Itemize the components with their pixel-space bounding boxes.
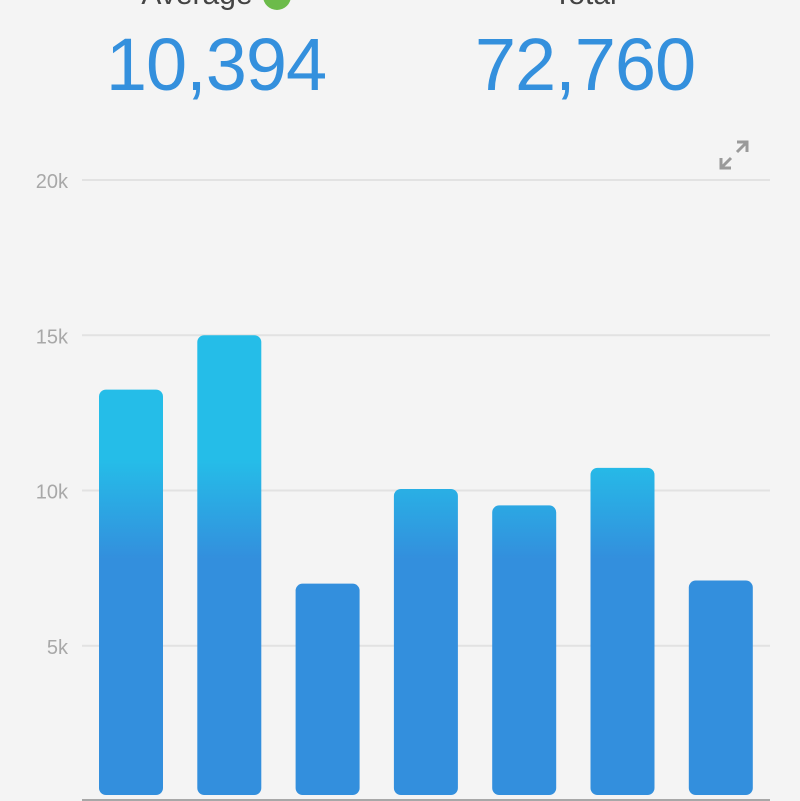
bar-6[interactable]: [590, 467, 655, 795]
y-tick-label: 10k: [36, 482, 69, 504]
total-value: 72,760: [474, 23, 696, 106]
total-label: Total: [405, 0, 765, 12]
status-dot-icon: [262, 0, 291, 11]
average-label: Average: [36, 0, 396, 12]
average-label-text: Average: [141, 0, 252, 11]
expand-icon[interactable]: [716, 137, 752, 173]
bar-3[interactable]: [295, 583, 360, 795]
y-tick-label: 5k: [47, 637, 69, 659]
bar-2[interactable]: [197, 335, 262, 795]
bar-5[interactable]: [492, 505, 557, 795]
average-value: 10,394: [105, 23, 327, 106]
bar-1[interactable]: [99, 389, 163, 795]
y-tick-label: 15k: [36, 326, 69, 348]
y-tick-label: 20k: [36, 171, 69, 193]
bar-4[interactable]: [393, 488, 458, 795]
bar-7[interactable]: [688, 580, 753, 795]
